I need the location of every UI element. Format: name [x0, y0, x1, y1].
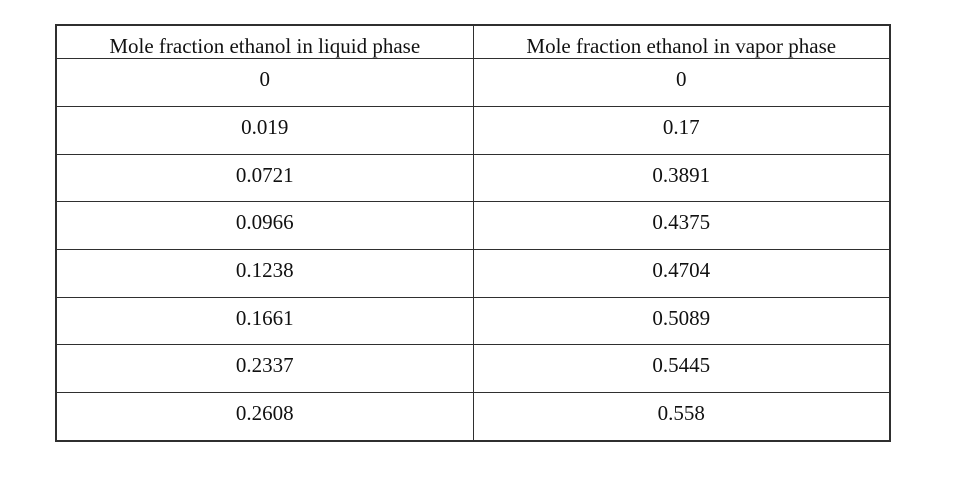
- table-row: 0.1238 0.4704: [55, 248, 891, 298]
- cell-vapor-phase: 0.4704: [472, 248, 891, 298]
- cell-liquid-phase: 0.0721: [55, 153, 474, 203]
- table-row: 0 0: [55, 58, 891, 107]
- column-header-vapor-phase: Mole fraction ethanol in vapor phase: [472, 24, 891, 60]
- cell-vapor-phase: 0.5089: [472, 296, 891, 346]
- cell-vapor-phase: 0.3891: [472, 153, 891, 203]
- ethanol-mole-fraction-table: Mole fraction ethanol in liquid phase Mo…: [55, 24, 891, 442]
- table-row: 0.2337 0.5445: [55, 344, 891, 394]
- table-row: 0.1661 0.5089: [55, 296, 891, 346]
- table-row: 0.0721 0.3891: [55, 153, 891, 203]
- cell-liquid-phase: 0.0966: [55, 201, 474, 250]
- cell-liquid-phase: 0.019: [55, 105, 474, 155]
- table-row: 0.2608 0.558: [55, 392, 891, 442]
- table-row: 0.0966 0.4375: [55, 201, 891, 250]
- cell-vapor-phase: 0.17: [472, 105, 891, 155]
- cell-vapor-phase: 0.4375: [472, 201, 891, 250]
- column-header-liquid-phase: Mole fraction ethanol in liquid phase: [55, 24, 474, 60]
- cell-vapor-phase: 0: [472, 58, 891, 107]
- cell-liquid-phase: 0.1238: [55, 248, 474, 298]
- table-row: 0.019 0.17: [55, 105, 891, 155]
- cell-vapor-phase: 0.5445: [472, 344, 891, 394]
- cell-liquid-phase: 0.1661: [55, 296, 474, 346]
- cell-liquid-phase: 0.2608: [55, 392, 474, 442]
- table-header-row: Mole fraction ethanol in liquid phase Mo…: [55, 24, 891, 60]
- cell-vapor-phase: 0.558: [472, 392, 891, 442]
- cell-liquid-phase: 0: [55, 58, 474, 107]
- cell-liquid-phase: 0.2337: [55, 344, 474, 394]
